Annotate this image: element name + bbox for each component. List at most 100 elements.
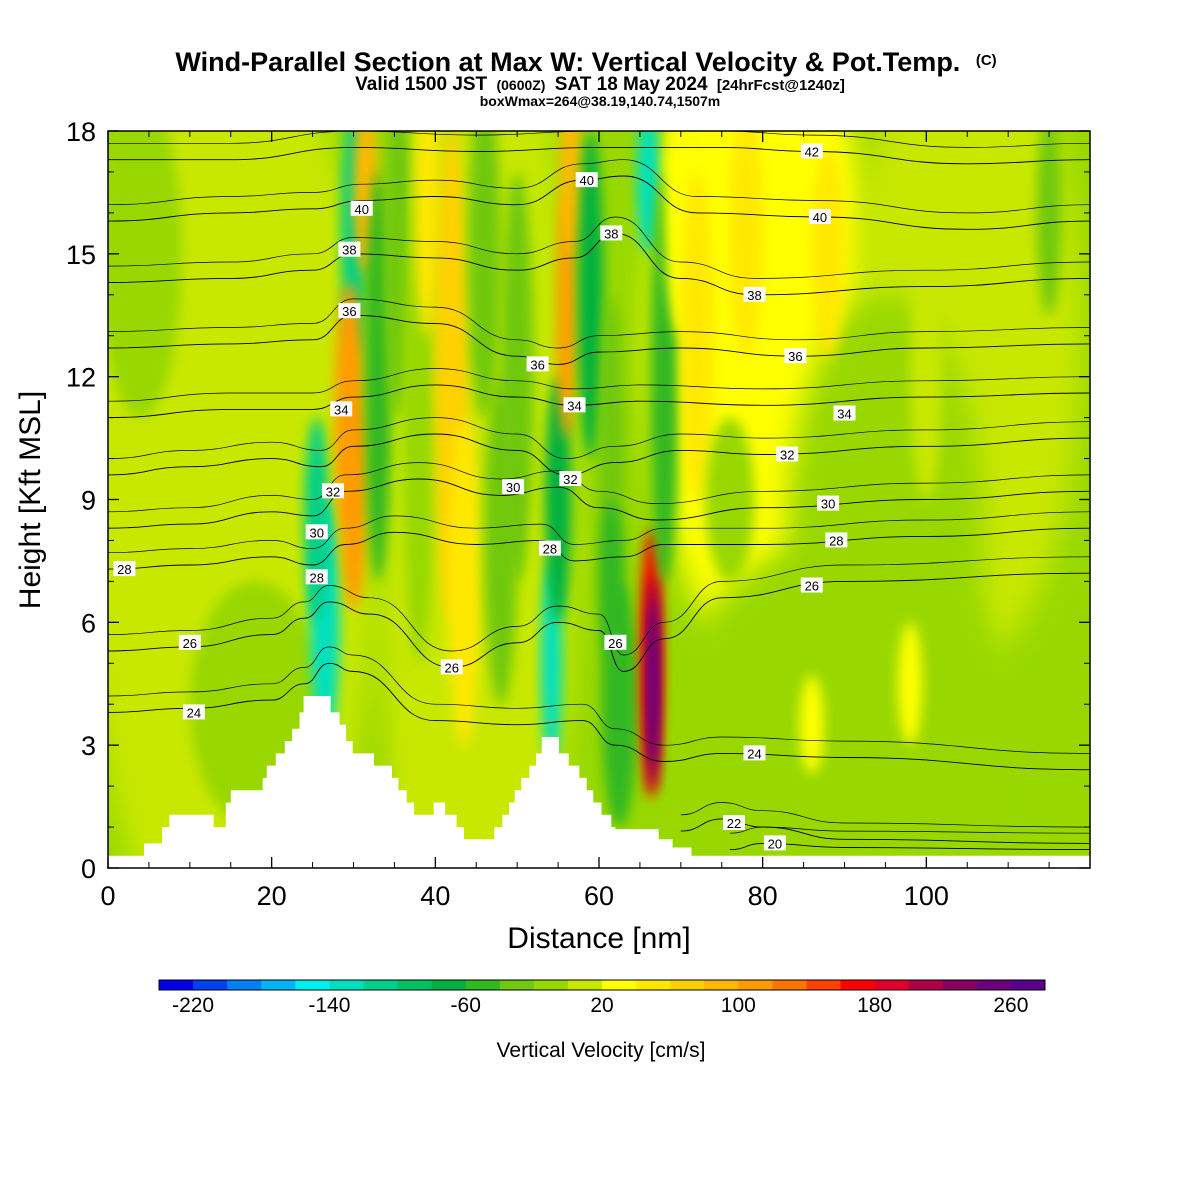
theta-label-text: 36 — [788, 349, 802, 364]
w-region-39 — [680, 171, 714, 500]
theta-label-text: 26 — [444, 660, 458, 675]
theta-label-2: 24 — [182, 704, 205, 720]
theta-label-28: 24 — [743, 745, 766, 761]
theta-label-24: 32 — [776, 446, 799, 463]
theta-label-text: 26 — [183, 636, 197, 651]
theta-contour-24 — [108, 662, 1090, 771]
x-tick-label: 0 — [100, 881, 115, 911]
colorbar-tick-label: -140 — [308, 994, 350, 1017]
theta-label-text: 26 — [608, 636, 622, 651]
theta-label-text: 38 — [342, 243, 356, 258]
theta-label-26: 28 — [825, 532, 848, 548]
w-region-29 — [578, 131, 604, 459]
svg-text:Wind-Parallel Section at Max W: Wind-Parallel Section at Max W: Vertical… — [175, 47, 996, 77]
theta-label-text: 34 — [334, 402, 348, 417]
colorbar-frame — [158, 979, 1046, 991]
colorbar-title: Vertical Velocity [cm/s] — [497, 1039, 706, 1062]
theta-label-text: 28 — [117, 562, 131, 577]
theta-contour-38 — [108, 232, 1090, 296]
y-tick-label: 9 — [81, 486, 96, 516]
theta-contour-34-minor — [108, 368, 1090, 402]
colorbar-swatch-12 — [567, 980, 603, 990]
theta-label-text: 32 — [563, 472, 577, 487]
theta-contour-22-minor — [680, 802, 1090, 828]
colorbar-swatch-8 — [431, 980, 467, 990]
w-region-26 — [545, 376, 572, 623]
theta-label-bg — [113, 561, 136, 577]
theta-contour-36-minor — [108, 298, 1090, 349]
theta-contour-26-minor — [108, 556, 1090, 656]
colorbar-swatch-15 — [670, 980, 705, 990]
colorbar-swatch-24 — [976, 980, 1012, 990]
colorbar-swatch-2 — [227, 980, 262, 990]
x-tick-label: 40 — [420, 881, 450, 911]
colorbar-swatch-16 — [704, 980, 739, 990]
theta-label-text: 30 — [309, 525, 323, 540]
colorbar-swatch-20 — [840, 980, 876, 990]
theta-label-8: 38 — [338, 241, 361, 258]
theta-label-bg — [440, 659, 463, 675]
colorbar-swatch-1 — [193, 980, 228, 990]
theta-contour-30 — [108, 478, 1090, 529]
w-region-41 — [811, 151, 845, 357]
theta-contour-34 — [108, 384, 1090, 419]
colorbar-swatch-25 — [1010, 980, 1046, 990]
w-region-27 — [556, 192, 577, 439]
theta-contour-32 — [108, 433, 1090, 476]
terrain — [108, 696, 1090, 868]
theta-label-text: 30 — [821, 497, 835, 512]
colorbar-swatch-18 — [772, 980, 807, 990]
theta-contour-labels: 28 26 24 30 28 32 34 36 38 40 26 30 28 36 32 34 38 40 26 42… — [113, 143, 856, 851]
theta-label-text: 24 — [187, 705, 201, 720]
colorbar-swatch-11 — [533, 980, 569, 990]
theta-label-bg — [330, 401, 353, 417]
colorbar-swatch-23 — [942, 980, 978, 990]
theta-contour-20-minor — [729, 826, 1090, 834]
x-tick-label: 100 — [904, 881, 949, 911]
theta-label-16: 38 — [600, 225, 623, 241]
y-tick-label: 6 — [81, 608, 96, 638]
theta-label-bg — [800, 577, 823, 593]
theta-label-bg — [600, 225, 623, 241]
theta-contour-40-minor — [108, 159, 1090, 214]
y-tick-label: 15 — [66, 240, 96, 270]
subtitle-date: SAT 18 May 2024 — [555, 74, 708, 95]
theta-label-text: 34 — [567, 398, 581, 413]
theta-label-text: 26 — [805, 579, 819, 594]
theta-label-6: 34 — [330, 401, 353, 417]
w-region-36 — [636, 131, 660, 254]
theta-label-11: 30 — [502, 479, 525, 495]
colorbar-swatch-19 — [806, 980, 842, 990]
x-axis: 0 20 40 60 80 100 — [100, 131, 1050, 911]
x-tick-label: 80 — [748, 881, 778, 911]
y-tick-label: 12 — [66, 363, 96, 393]
theta-label-bg — [538, 540, 561, 556]
theta-label-text: 20 — [768, 836, 782, 851]
w-region-28 — [559, 131, 581, 254]
theta-label-27: 26 — [800, 577, 823, 594]
subtitle-valid: Valid 1500 JST — [355, 74, 487, 95]
theta-label-text: 32 — [326, 484, 340, 499]
y-tick-label: 18 — [66, 117, 96, 147]
theta-label-text: 40 — [813, 210, 827, 225]
w-region-24 — [500, 172, 534, 582]
colorbar-swatch-5 — [329, 980, 364, 990]
theta-label-text: 40 — [354, 202, 368, 217]
y-axis-title: Height [Kft MSL] — [14, 391, 47, 609]
w-region-43 — [897, 622, 923, 746]
colorbar-swatch-21 — [874, 980, 910, 990]
theta-label-text: 24 — [747, 746, 761, 761]
w-region-11 — [304, 417, 330, 623]
theta-label-bg — [350, 200, 373, 216]
colorbar-swatch-22 — [908, 980, 944, 990]
colorbar-swatch-6 — [363, 980, 399, 990]
theta-contour-38-minor — [108, 216, 1090, 279]
theta-label-text: 22 — [727, 816, 741, 831]
theta-label-bg — [305, 524, 328, 540]
colorbar-swatch-0 — [159, 980, 194, 990]
colorbar — [158, 979, 1046, 991]
theta-label-14: 32 — [559, 471, 582, 487]
theta-label-18: 26 — [604, 634, 627, 651]
theta-label-bg — [763, 835, 786, 851]
